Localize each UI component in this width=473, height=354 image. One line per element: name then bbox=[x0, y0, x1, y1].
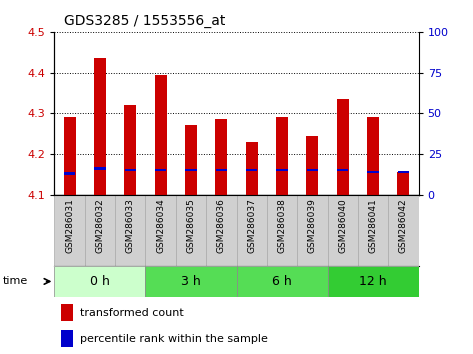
Bar bbox=[276, 169, 288, 171]
Bar bbox=[64, 172, 75, 175]
Bar bbox=[85, 195, 115, 266]
Bar bbox=[368, 171, 379, 173]
Text: 0 h: 0 h bbox=[90, 275, 110, 288]
Bar bbox=[54, 266, 146, 297]
Bar bbox=[358, 195, 388, 266]
Bar bbox=[397, 172, 410, 195]
Bar bbox=[327, 195, 358, 266]
Text: GSM286033: GSM286033 bbox=[126, 198, 135, 253]
Bar bbox=[388, 195, 419, 266]
Bar bbox=[115, 195, 146, 266]
Bar bbox=[337, 169, 349, 171]
Bar bbox=[63, 117, 76, 195]
Bar bbox=[276, 117, 288, 195]
Bar bbox=[267, 195, 297, 266]
Text: GSM286036: GSM286036 bbox=[217, 198, 226, 253]
Bar bbox=[206, 195, 236, 266]
Text: GSM286032: GSM286032 bbox=[96, 198, 105, 253]
Bar bbox=[245, 142, 258, 195]
Text: GSM286037: GSM286037 bbox=[247, 198, 256, 253]
Bar bbox=[185, 169, 197, 171]
Text: GSM286034: GSM286034 bbox=[156, 198, 165, 253]
Text: GSM286031: GSM286031 bbox=[65, 198, 74, 253]
Text: GDS3285 / 1553556_at: GDS3285 / 1553556_at bbox=[64, 14, 225, 28]
Bar bbox=[145, 195, 176, 266]
Text: 3 h: 3 h bbox=[181, 275, 201, 288]
Bar bbox=[124, 169, 136, 171]
Bar bbox=[216, 169, 227, 171]
Bar bbox=[145, 266, 236, 297]
Text: percentile rank within the sample: percentile rank within the sample bbox=[80, 334, 268, 344]
Bar bbox=[94, 167, 105, 170]
Bar bbox=[236, 266, 327, 297]
Bar bbox=[215, 119, 228, 195]
Bar bbox=[124, 105, 136, 195]
Text: GSM286042: GSM286042 bbox=[399, 198, 408, 253]
Text: GSM286035: GSM286035 bbox=[186, 198, 195, 253]
Text: transformed count: transformed count bbox=[80, 308, 184, 318]
Bar bbox=[155, 75, 166, 195]
Text: GSM286038: GSM286038 bbox=[278, 198, 287, 253]
Bar bbox=[367, 117, 379, 195]
Bar bbox=[94, 58, 106, 195]
Bar bbox=[297, 195, 327, 266]
Bar bbox=[307, 136, 318, 195]
Bar bbox=[176, 195, 206, 266]
Bar bbox=[398, 171, 409, 173]
Bar bbox=[61, 304, 73, 321]
Text: 6 h: 6 h bbox=[272, 275, 292, 288]
Bar bbox=[307, 169, 318, 171]
Bar bbox=[54, 195, 85, 266]
Text: GSM286041: GSM286041 bbox=[368, 198, 377, 253]
Text: GSM286040: GSM286040 bbox=[338, 198, 347, 253]
Text: time: time bbox=[2, 276, 27, 286]
Text: GSM286039: GSM286039 bbox=[308, 198, 317, 253]
Bar bbox=[327, 266, 419, 297]
Text: 12 h: 12 h bbox=[359, 275, 387, 288]
Bar bbox=[236, 195, 267, 266]
Bar bbox=[61, 330, 73, 347]
Bar bbox=[155, 169, 166, 171]
Bar bbox=[337, 99, 349, 195]
Bar bbox=[246, 169, 257, 171]
Bar bbox=[185, 126, 197, 195]
